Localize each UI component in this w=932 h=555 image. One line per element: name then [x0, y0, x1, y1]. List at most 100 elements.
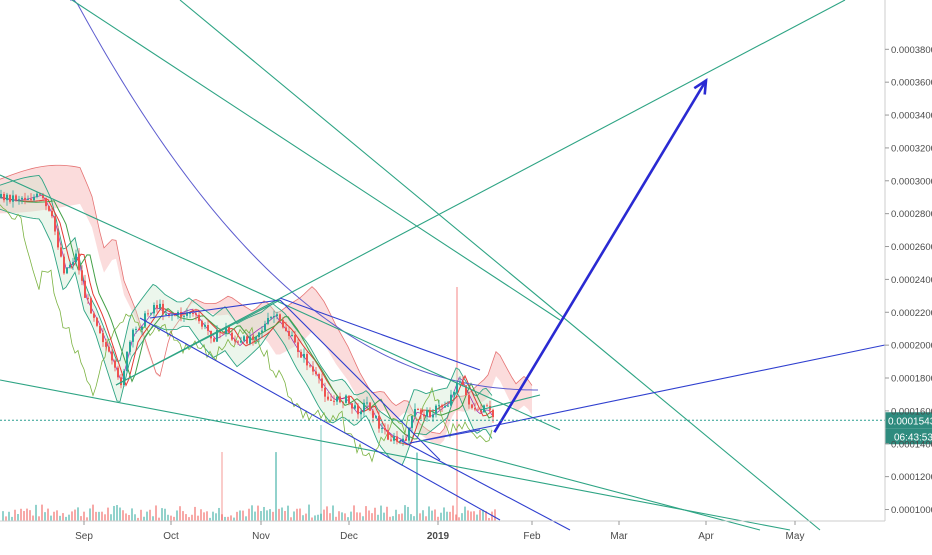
candle-body — [243, 336, 245, 341]
volume-bar — [356, 512, 358, 521]
x-tick-label: Dec — [340, 531, 358, 542]
candle-body — [312, 366, 314, 372]
candle-body — [24, 197, 26, 200]
candle-body — [417, 409, 419, 411]
volume-bar — [446, 511, 448, 521]
volume-bar — [437, 516, 439, 521]
candle-body — [258, 332, 260, 337]
candle-body — [75, 253, 77, 263]
volume-bar — [353, 505, 355, 521]
y-tick-label: 0.00018000 — [891, 374, 932, 385]
volume-bar — [482, 509, 484, 521]
volume-bar — [20, 508, 22, 521]
candle-body — [324, 387, 326, 397]
candle-body — [147, 313, 149, 315]
volume-bar — [170, 515, 172, 521]
trendlines — [0, 0, 886, 531]
volume-bar — [95, 511, 97, 521]
candle-body — [159, 303, 161, 309]
projection-arrow-shaft — [493, 79, 708, 433]
candle-body — [120, 377, 122, 386]
volume-bar — [134, 514, 136, 521]
volume-bar — [440, 512, 442, 521]
candle-body — [201, 321, 203, 327]
volume-bar — [368, 510, 370, 521]
candle-body — [351, 403, 353, 409]
candle-body — [297, 342, 299, 352]
volume-bar — [11, 516, 13, 521]
volume-bar — [206, 511, 208, 521]
candle-body — [390, 439, 392, 441]
trendline — [419, 439, 761, 531]
lagging-span — [0, 204, 493, 463]
volume-bar — [209, 517, 211, 521]
candle-body — [342, 402, 344, 404]
candle-body — [249, 336, 251, 344]
volume-bar — [152, 516, 154, 521]
candle-body — [261, 330, 263, 333]
volume-bar — [257, 505, 259, 521]
candle-body — [39, 193, 41, 195]
candle-body — [372, 410, 374, 418]
volume-bar — [413, 516, 415, 521]
candle-body — [129, 341, 131, 352]
projection-arrow — [493, 77, 708, 433]
volume-bar — [467, 510, 469, 521]
candle-body — [381, 428, 383, 430]
candle-body — [333, 400, 335, 402]
candle-body — [264, 323, 266, 331]
volume-bar — [26, 508, 28, 521]
volume-bar — [242, 510, 244, 521]
x-tick-label: Feb — [523, 531, 541, 542]
y-tick-label: 0.00016000 — [891, 406, 932, 417]
volume-bar — [218, 507, 220, 521]
volume-bar — [224, 516, 226, 521]
volume-bar — [236, 511, 238, 521]
candle-body — [111, 351, 113, 361]
candle-body — [144, 313, 146, 327]
volume-bar — [98, 511, 100, 521]
candle-body — [180, 311, 182, 317]
volume-bar — [89, 508, 91, 521]
volume-bar — [230, 515, 232, 521]
candle-body — [273, 315, 275, 318]
candle-body — [27, 199, 29, 201]
volume-bar — [485, 511, 487, 521]
candle-body — [384, 428, 386, 431]
volume-bar — [8, 511, 10, 521]
candle-body — [84, 280, 86, 298]
volume-bar — [86, 517, 88, 521]
candle-body — [279, 314, 281, 321]
volume-bar — [404, 505, 406, 521]
volume-bar — [254, 511, 256, 521]
candle-body — [126, 351, 128, 372]
volume-bar — [74, 509, 76, 521]
volume-bars — [2, 287, 496, 521]
volume-bar — [245, 516, 247, 521]
volume-bar — [233, 517, 235, 521]
candle-body — [156, 305, 158, 309]
candle-body — [60, 247, 62, 257]
candle-body — [105, 342, 107, 347]
candle-body — [45, 198, 47, 207]
volume-bar — [347, 517, 349, 521]
volume-bar — [293, 511, 295, 521]
volume-bar — [287, 505, 289, 521]
volume-bar — [386, 506, 388, 521]
volume-bar — [479, 510, 481, 521]
candle-body — [114, 360, 116, 368]
candle-body — [270, 317, 272, 319]
trendline — [479, 394, 541, 411]
x-axis: Sep Oct Nov Dec 2019 Feb Mar Apr May — [0, 520, 885, 542]
candle-body — [369, 402, 371, 411]
candle-body — [492, 409, 494, 418]
candle-body — [453, 392, 455, 395]
candle-body — [447, 405, 449, 407]
candle-body — [78, 253, 80, 271]
candle-body — [336, 396, 338, 402]
volume-bar — [389, 516, 391, 521]
candle-body — [456, 382, 458, 393]
candle-body — [402, 438, 404, 441]
candle-body — [51, 210, 53, 217]
